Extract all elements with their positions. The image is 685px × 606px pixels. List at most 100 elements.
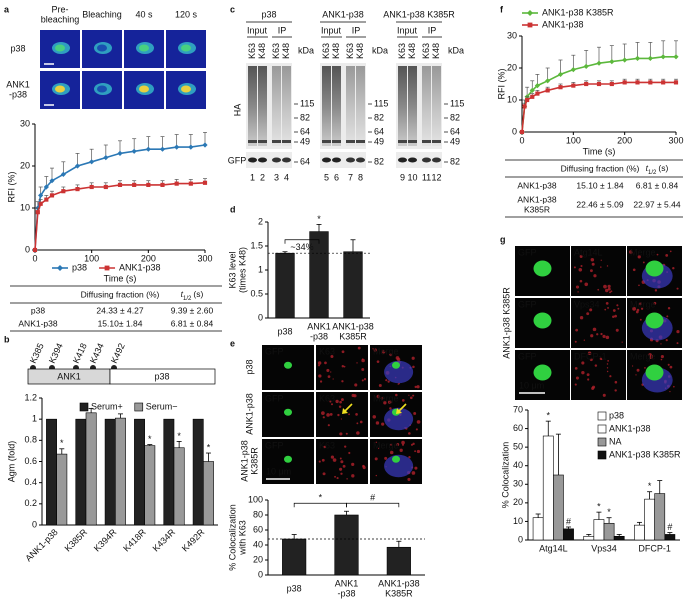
column-header: Bleaching [82,9,122,19]
data-point [635,80,640,85]
arrow-head [342,408,348,414]
speckle [602,334,606,339]
data-point [609,81,614,87]
table-cell: 22.97 ± 5.44 [633,199,680,209]
blot-group-title: ANK1-p38 K385R [383,9,455,19]
data-point [545,88,550,93]
y-tick-label: 0 [25,244,30,254]
table-cell: 22.46 ± 5.09 [576,199,623,209]
data-point [596,81,602,87]
speckle [408,394,410,396]
bracket [346,502,400,508]
channel-label: Merge [630,247,656,257]
blot-label: HA [232,104,242,117]
blot-band [282,157,291,163]
site-label: K434 [88,342,106,365]
speckle [596,333,599,336]
data-point [519,129,525,135]
speckle [329,400,332,403]
table-cell: ANK1-p38 [517,194,556,204]
speckle [409,396,413,400]
table-header-part: (s) [658,163,668,173]
x-tick-label: Vps34 [591,543,617,553]
lane-number: 8 [358,172,363,182]
panel-label: c [230,4,235,14]
data-point [43,184,49,190]
x-tick-label: ANK1 [307,321,331,331]
panel-label: b [4,334,10,344]
bar [386,546,411,576]
x-tick-label: K385R [385,588,413,598]
lane-label: K48 [355,43,365,59]
speckle [387,400,392,404]
lane-label: K63 [345,43,355,59]
bar [115,417,126,526]
speckle [660,355,664,359]
legend-marker [527,22,533,28]
speckle [636,368,640,372]
channel-label: Merge [630,351,656,361]
bar [593,519,605,541]
lane-number: 3 [274,172,279,182]
data-point [535,91,540,96]
speckle [411,356,415,360]
blot-membrane [320,152,366,168]
domain-p38 [109,368,216,385]
speckle [332,378,334,380]
data-point [202,142,208,148]
speckle [602,393,606,397]
y-axis-label: RFI (%) [6,172,16,203]
speckle [340,472,343,475]
x-tick-label-group: ANK1-p38 [23,527,59,563]
blot-smear [422,66,431,146]
y-tick-label: 0 [32,519,37,529]
speckle [326,413,330,417]
speckle [669,365,673,369]
mw-marker: 49 [450,136,460,146]
panel-label: g [500,234,506,244]
mw-marker: 64 [300,156,310,166]
speckle [574,340,577,343]
x-tick-label: K418R [121,527,148,554]
speckle [648,353,652,357]
lane-label: K48 [331,43,341,59]
mw-marker: 82 [300,112,310,122]
speckle [410,443,413,446]
speckle [591,385,596,389]
blot-smear [332,66,341,146]
series-line [521,56,676,133]
table: Diffusing fraction (%) t1/2 (s) ANK1-p38 15.… [505,159,683,218]
table-header-part: (s) [193,289,203,299]
data-point [132,182,137,187]
channel-label: GFP [518,247,537,257]
y-tick-label: 0 [518,534,523,544]
x-axis-label: Time (s) [583,146,616,156]
data-point [660,54,666,60]
cell-signal [97,44,107,52]
speckle [665,253,669,257]
bracket [293,502,347,508]
data-point [530,94,535,99]
bar [664,534,676,541]
speckle [376,394,381,399]
y-axis-label-group: RFI (%) [496,69,506,100]
y-tick-label: 50 [513,442,523,452]
table-header-part: t [646,163,649,173]
speckle [617,307,620,310]
speckle [341,380,344,383]
column-header-group: Bleaching [82,9,122,19]
channel-label: K63 [319,440,335,450]
bar [654,493,666,541]
speckle [606,363,609,365]
blot-subtitle: Input [321,25,342,35]
data-point [609,59,615,65]
data-point [89,159,95,165]
blot-membrane [396,152,442,168]
speckle [318,460,321,463]
blot-band [422,140,431,143]
series-line [34,144,206,251]
speckle [414,466,418,470]
bar [563,528,574,541]
speckle [332,458,337,462]
